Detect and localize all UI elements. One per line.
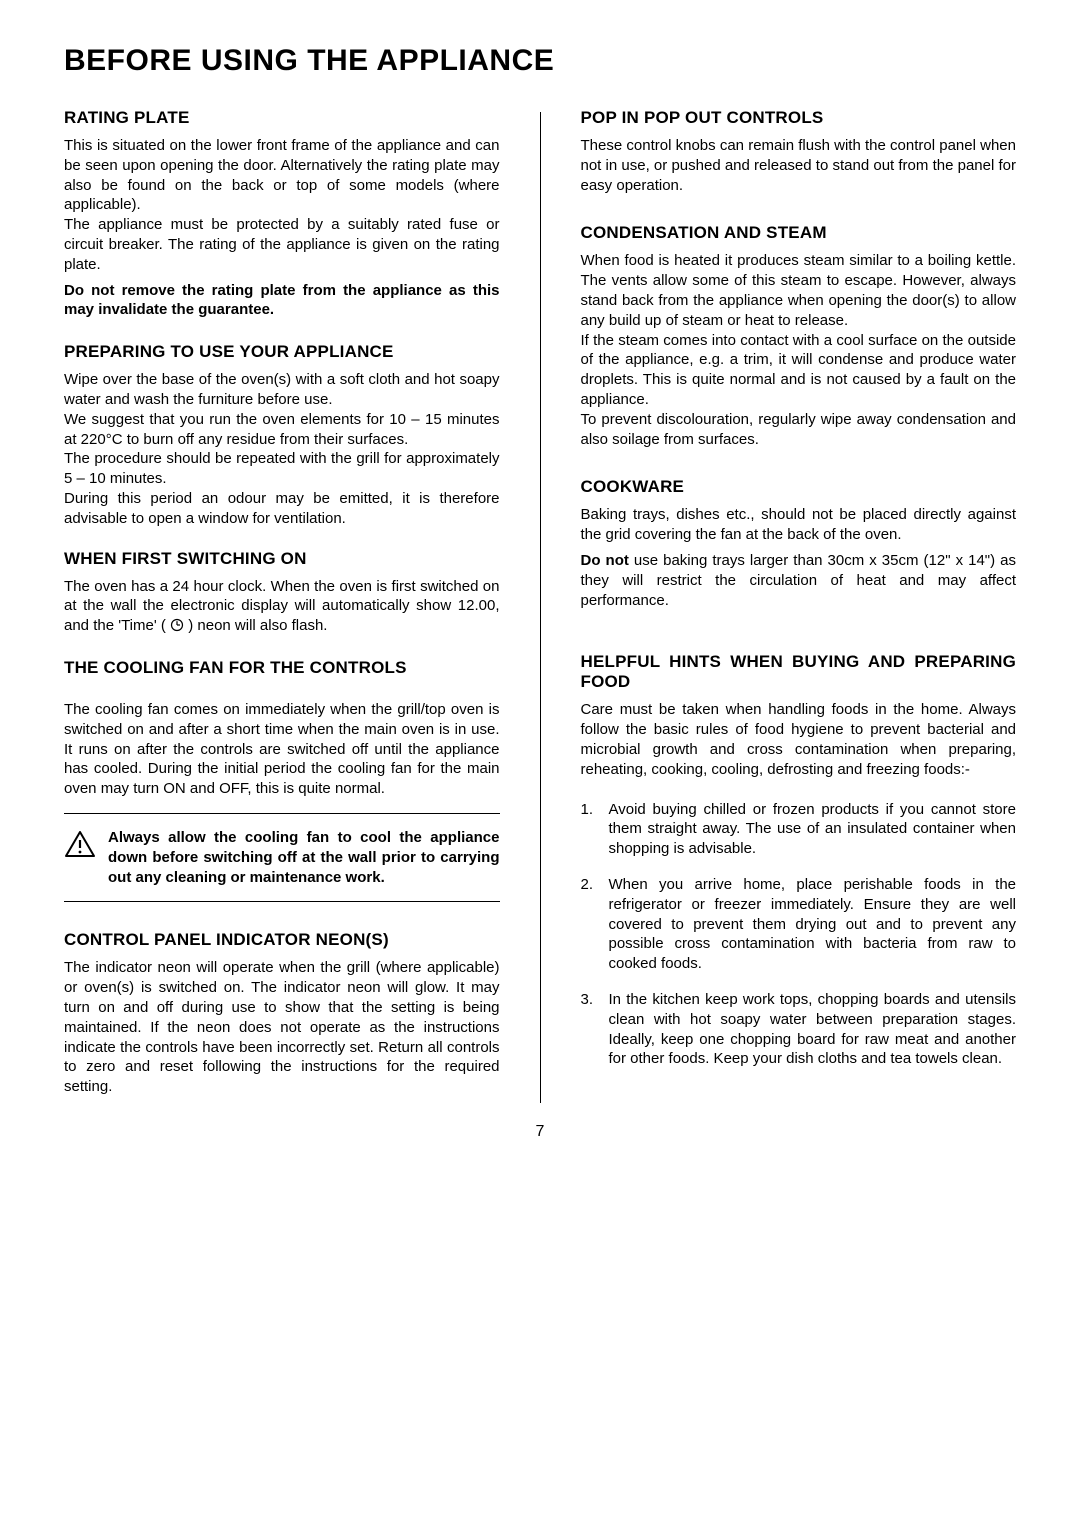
list-item: When you arrive home, place perishable f… (581, 875, 1017, 974)
section-rating-plate: RATING PLATE This is situated on the low… (64, 108, 500, 320)
section-indicator-neon: CONTROL PANEL INDICATOR NEON(S) The indi… (64, 930, 500, 1097)
heading-cookware: COOKWARE (581, 477, 1017, 497)
body-text: The appliance must be protected by a sui… (64, 215, 500, 274)
body-text: These control knobs can remain flush wit… (581, 136, 1017, 195)
horizontal-rule (64, 813, 500, 814)
body-text-bold-span: Do not (581, 552, 629, 569)
body-text: Care must be taken when handling foods i… (581, 700, 1017, 779)
warning-icon (64, 830, 96, 863)
hints-list: Avoid buying chilled or frozen products … (581, 800, 1017, 1070)
body-text: The procedure should be repeated with th… (64, 449, 500, 489)
body-text: The cooling fan comes on immediately whe… (64, 700, 500, 799)
list-item: Avoid buying chilled or frozen products … (581, 800, 1017, 859)
heading-rating-plate: RATING PLATE (64, 108, 500, 128)
heading-pop-controls: POP IN POP OUT CONTROLS (581, 108, 1017, 128)
section-preparing: PREPARING TO USE YOUR APPLIANCE Wipe ove… (64, 342, 500, 528)
body-text: The oven has a 24 hour clock. When the o… (64, 577, 500, 638)
left-column: RATING PLATE This is situated on the low… (64, 108, 500, 1103)
body-text: We suggest that you run the oven element… (64, 410, 500, 450)
section-pop-controls: POP IN POP OUT CONTROLS These control kn… (581, 108, 1017, 195)
body-text-bold: Do not remove the rating plate from the … (64, 281, 500, 321)
body-text-span: ) neon will also flash. (188, 617, 327, 634)
heading-first-switching: WHEN FIRST SWITCHING ON (64, 549, 500, 569)
body-text: The indicator neon will operate when the… (64, 958, 500, 1097)
section-cookware: COOKWARE Baking trays, dishes etc., shou… (581, 477, 1017, 610)
body-text: Do not use baking trays larger than 30cm… (581, 551, 1017, 610)
section-condensation: CONDENSATION AND STEAM When food is heat… (581, 223, 1017, 449)
section-hints: HELPFUL HINTS WHEN BUYING AND PREPARING … (581, 652, 1017, 1069)
warning-text: Always allow the cooling fan to cool the… (108, 828, 500, 887)
horizontal-rule (64, 901, 500, 902)
page-title: BEFORE USING THE APPLIANCE (64, 44, 1016, 78)
body-text-span: use baking trays larger than 30cm x 35cm… (581, 552, 1017, 609)
section-first-switching: WHEN FIRST SWITCHING ON The oven has a 2… (64, 549, 500, 638)
body-text: Baking trays, dishes etc., should not be… (581, 505, 1017, 545)
body-text: Wipe over the base of the oven(s) with a… (64, 370, 500, 410)
list-item: In the kitchen keep work tops, chopping … (581, 990, 1017, 1069)
right-column: POP IN POP OUT CONTROLS These control kn… (581, 108, 1017, 1103)
heading-cooling-fan: THE COOLING FAN FOR THE CONTROLS (64, 658, 500, 678)
clock-icon (170, 618, 184, 638)
body-text: During this period an odour may be emitt… (64, 489, 500, 529)
warning-block: Always allow the cooling fan to cool the… (64, 828, 500, 887)
column-divider (540, 112, 541, 1103)
two-column-layout: RATING PLATE This is situated on the low… (64, 108, 1016, 1103)
body-text: This is situated on the lower front fram… (64, 136, 500, 215)
body-text: When food is heated it produces steam si… (581, 251, 1017, 330)
heading-hints: HELPFUL HINTS WHEN BUYING AND PREPARING … (581, 652, 1017, 692)
page-number: 7 (64, 1123, 1016, 1141)
heading-condensation: CONDENSATION AND STEAM (581, 223, 1017, 243)
section-cooling-fan: THE COOLING FAN FOR THE CONTROLS The coo… (64, 658, 500, 799)
body-text: To prevent discolouration, regularly wip… (581, 410, 1017, 450)
heading-indicator-neon: CONTROL PANEL INDICATOR NEON(S) (64, 930, 500, 950)
heading-preparing: PREPARING TO USE YOUR APPLIANCE (64, 342, 500, 362)
body-text: If the steam comes into contact with a c… (581, 331, 1017, 410)
